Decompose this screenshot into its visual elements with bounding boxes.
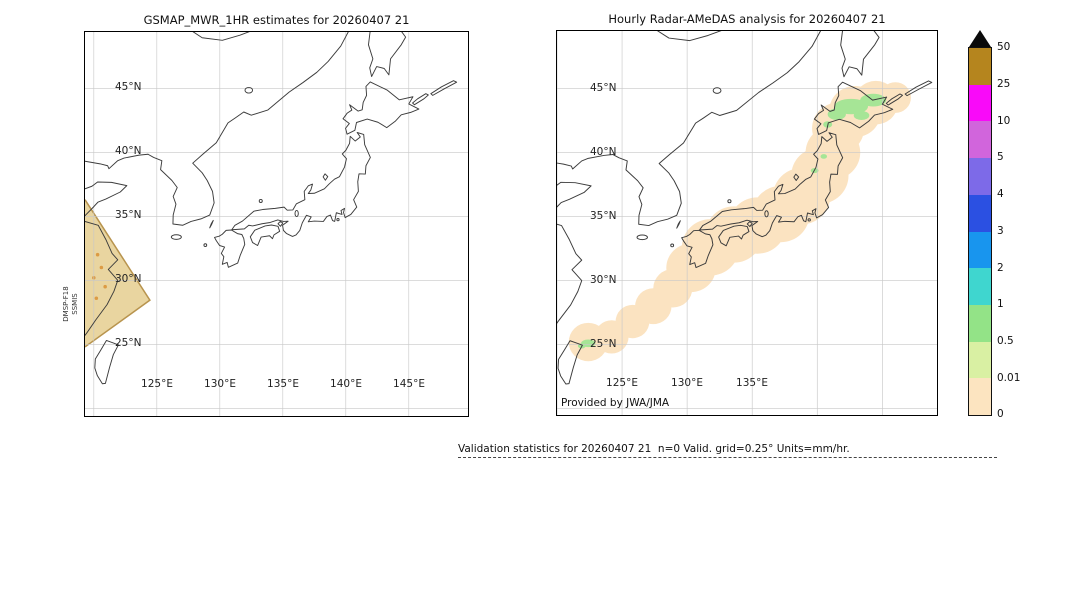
colorbar-tick: 50 xyxy=(997,41,1011,53)
lon-label: 140°E xyxy=(330,378,362,390)
colorbar-segment xyxy=(969,231,991,269)
lat-label: 30°N xyxy=(590,274,617,286)
lat-label: 40°N xyxy=(590,146,617,158)
lon-label: 130°E xyxy=(204,378,236,390)
lat-label: 25°N xyxy=(115,337,142,349)
colorbar-tick: 10 xyxy=(997,115,1011,127)
colorbar-segment xyxy=(969,341,991,379)
lat-label: 35°N xyxy=(590,210,617,222)
lat-label: 45°N xyxy=(115,81,142,93)
gsmap-map-panel: 45°N 40°N 35°N 30°N 25°N 125°E 130°E 135… xyxy=(84,31,469,417)
lat-label: 35°N xyxy=(115,209,142,221)
colorbar-segment xyxy=(969,48,991,85)
gsmap-map xyxy=(85,32,468,416)
colorbar-segment xyxy=(969,84,991,122)
colorbar-segment xyxy=(969,194,991,232)
lat-label: 45°N xyxy=(590,82,617,94)
lon-label: 125°E xyxy=(606,377,638,389)
colorbar-overflow-arrow xyxy=(969,30,991,47)
radar-amedas-map xyxy=(557,31,937,415)
lon-label: 125°E xyxy=(141,378,173,390)
colorbar-tick: 25 xyxy=(997,78,1011,90)
instrument-name: DMSP-F18 xyxy=(62,286,70,322)
colorbar-segment xyxy=(969,158,991,195)
lat-label: 25°N xyxy=(590,338,617,350)
colorbar-tick: 0.01 xyxy=(997,372,1021,384)
satellite-instrument-label: DMSP-F18 SSMIS xyxy=(62,276,86,332)
colorbar-segment xyxy=(969,378,991,416)
colorbar-tick: 3 xyxy=(997,225,1004,237)
colorbar-tick: 1 xyxy=(997,298,1004,310)
right-panel-title: Hourly Radar-AMeDAS analysis for 2026040… xyxy=(608,12,886,26)
left-panel-title: GSMAP_MWR_1HR estimates for 20260407 21 xyxy=(143,13,410,27)
lat-label: 40°N xyxy=(115,145,142,157)
lon-label: 135°E xyxy=(267,378,299,390)
lon-label: 135°E xyxy=(736,377,768,389)
lat-label: 30°N xyxy=(115,273,142,285)
colorbar-tick: 0.5 xyxy=(997,335,1014,347)
colorbar-tick: 4 xyxy=(997,188,1004,200)
gridlines xyxy=(557,31,937,415)
footer-dashed-line xyxy=(458,457,997,458)
colorbar-tick: 0 xyxy=(997,408,1004,420)
colorbar-segment xyxy=(969,304,991,342)
lon-label: 130°E xyxy=(671,377,703,389)
lon-label: 145°E xyxy=(393,378,425,390)
colorbar-tick: 2 xyxy=(997,262,1004,274)
colorbar xyxy=(968,47,992,416)
colorbar-tick: 5 xyxy=(997,151,1004,163)
colorbar-segment xyxy=(969,268,991,305)
data-credit: Provided by JWA/JMA xyxy=(561,397,670,409)
sensor-name: SSMIS xyxy=(71,293,79,315)
satellite-swath-overlay xyxy=(85,199,151,348)
colorbar-segment xyxy=(969,121,991,159)
radar-amedas-map-panel: 45°N 40°N 35°N 30°N 25°N 125°E 130°E 135… xyxy=(556,30,938,416)
validation-statistics-text: Validation statistics for 20260407 21 n=… xyxy=(458,443,850,455)
